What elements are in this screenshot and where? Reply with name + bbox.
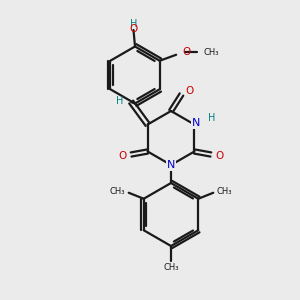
Text: H: H [116, 95, 124, 106]
Text: H: H [130, 19, 137, 29]
Text: H: H [208, 113, 215, 124]
Text: CH₃: CH₃ [203, 48, 219, 57]
Text: O: O [182, 47, 190, 57]
Text: O: O [185, 86, 194, 96]
Text: O: O [118, 151, 127, 161]
Text: N: N [167, 160, 175, 170]
Text: O: O [129, 24, 138, 34]
Text: CH₃: CH₃ [217, 187, 233, 196]
Text: N: N [192, 118, 200, 128]
Text: CH₃: CH₃ [110, 187, 125, 196]
Text: O: O [215, 151, 223, 161]
Text: CH₃: CH₃ [163, 263, 179, 272]
